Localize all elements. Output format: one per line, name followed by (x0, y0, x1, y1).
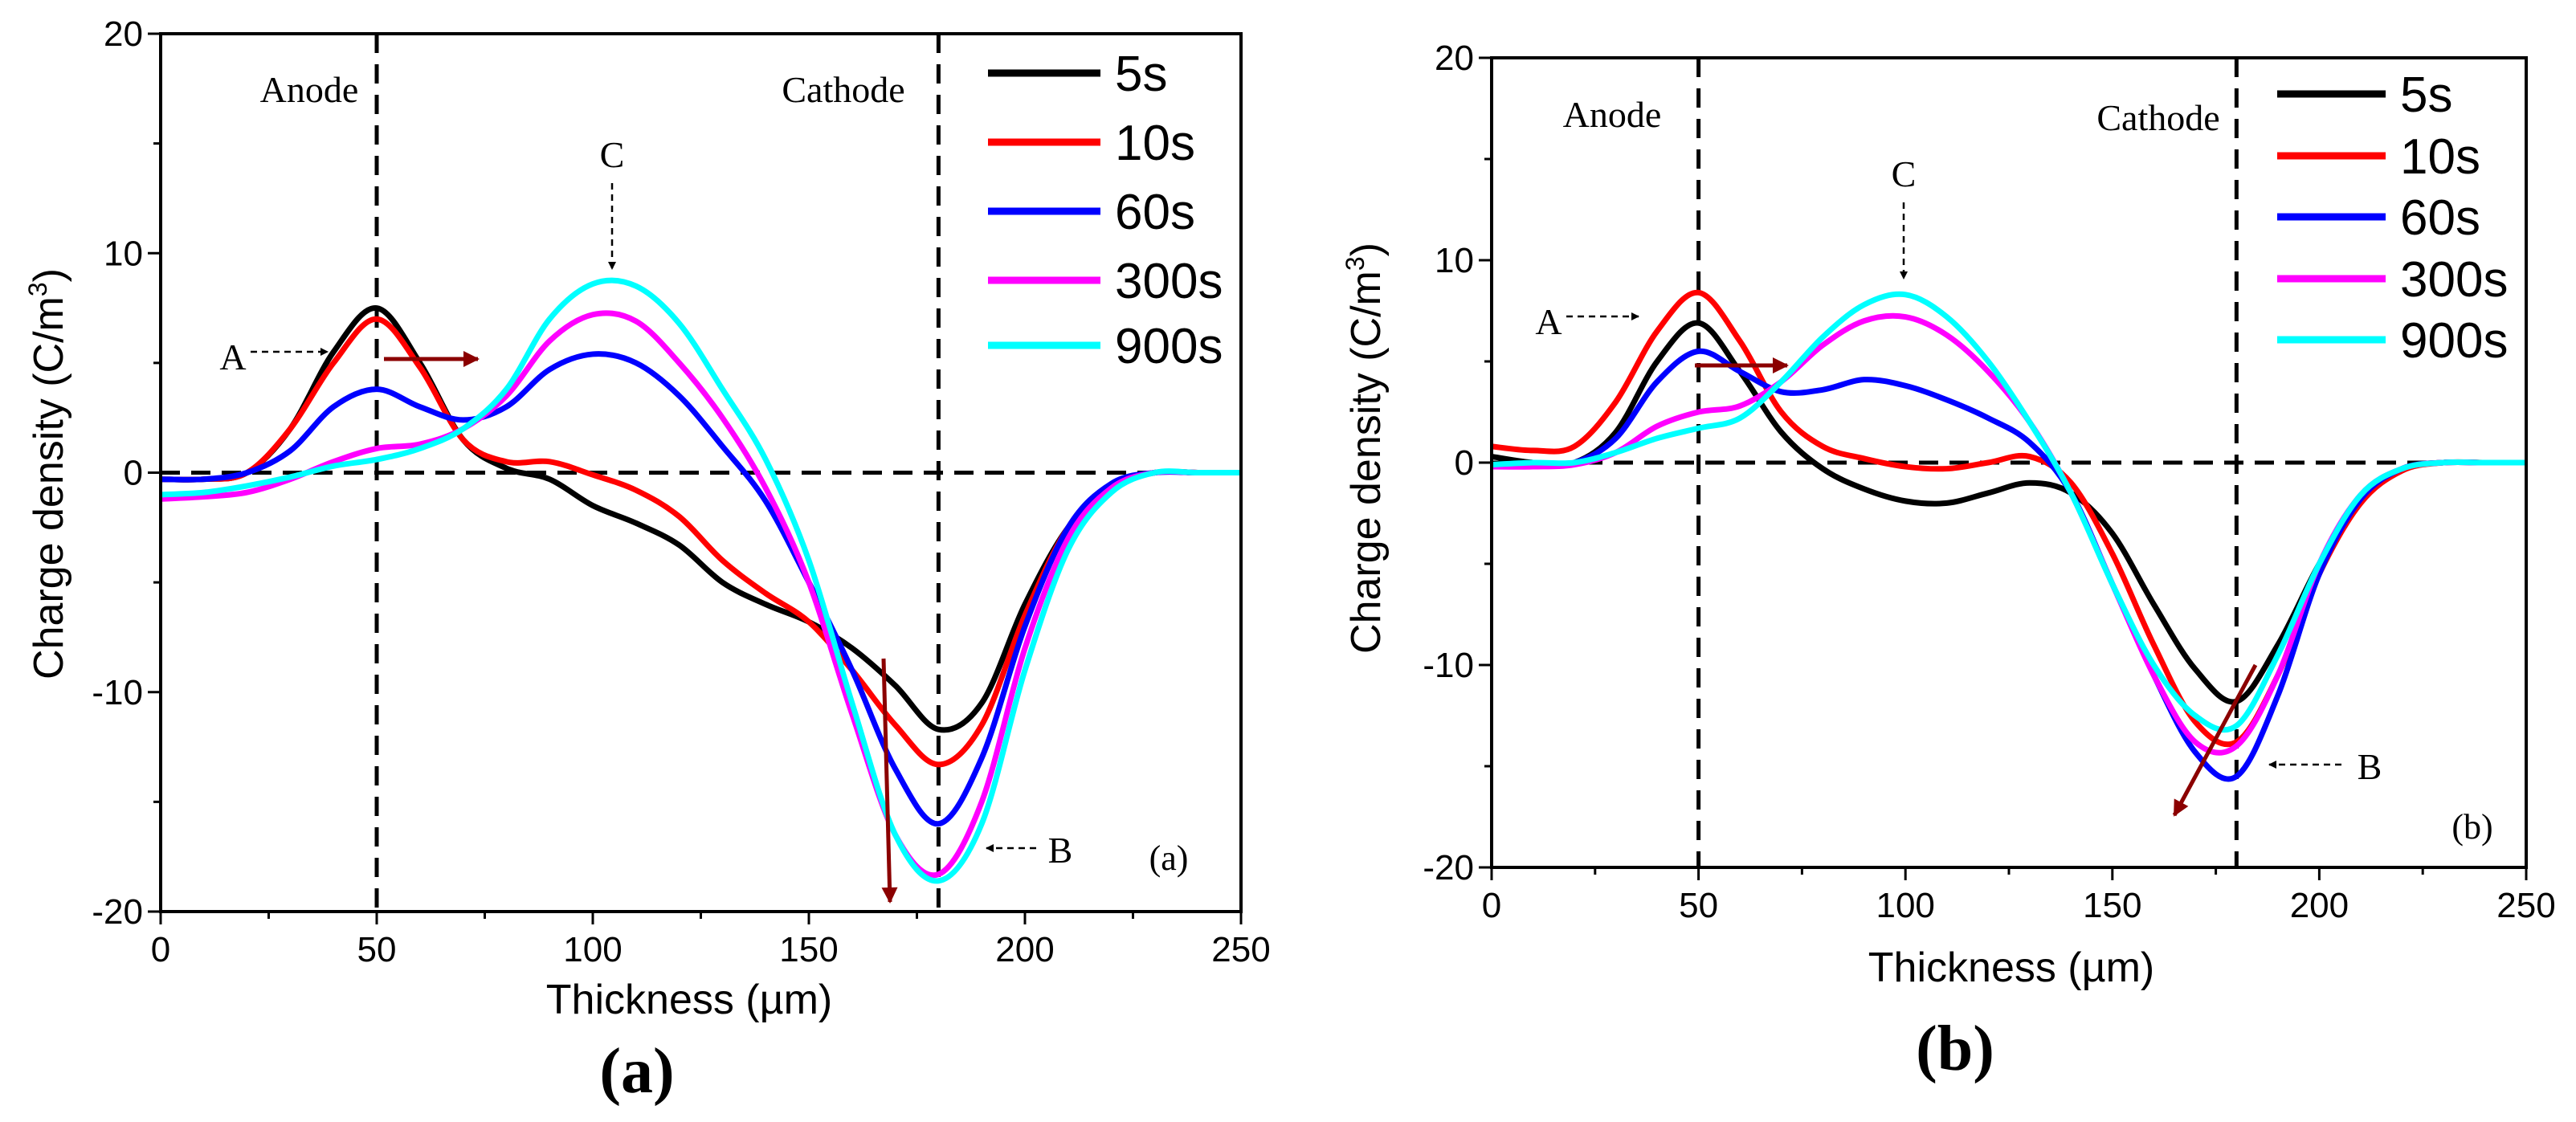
anode-label: Anode (1563, 94, 1662, 135)
x-tick-label: 200 (995, 930, 1054, 969)
peak-a-label: A (1535, 301, 1562, 342)
figure-caption: (b) (1916, 1014, 1994, 1084)
legend-label-10s: 10s (2400, 129, 2480, 185)
legend-label-900s: 900s (1115, 319, 1223, 374)
legend-label-300s: 300s (1115, 254, 1223, 309)
cathode-label: Cathode (782, 69, 904, 110)
legend-label-300s: 300s (2400, 252, 2508, 308)
anode-label: Anode (260, 69, 359, 110)
legend-label-5s: 5s (2400, 67, 2452, 123)
legend-label-900s: 900s (2400, 313, 2508, 369)
y-axis-label-end: ) (26, 268, 72, 282)
trough-trend-arrow (881, 658, 898, 904)
series-line-10s (1491, 289, 2526, 748)
x-tick-label: 0 (1482, 886, 1501, 925)
series-line-60s (160, 351, 1241, 827)
y-tick-label: -10 (1423, 646, 1474, 685)
x-tick-label: 100 (1876, 886, 1934, 925)
cathode-label: Cathode (2096, 97, 2219, 138)
peak-c-label: C (1892, 153, 1917, 194)
chart-panel-b: 0 50 100 150 200 250 -20 -10 0 10 20 Charge density… (1341, 39, 2556, 1084)
y-axis-label: Charge density (C/m3) (23, 268, 72, 679)
legend-label-60s: 60s (1115, 185, 1195, 240)
x-tick-label: 250 (2496, 886, 2555, 925)
y-tick-label: 0 (1455, 443, 1474, 483)
x-tick-label: 150 (2083, 886, 2141, 925)
x-axis-label: Thickness (µm) (546, 977, 832, 1023)
y-tick-label: 20 (104, 14, 143, 54)
peak-b-label: B (1048, 830, 1073, 871)
y-axis-label: Charge density (C/m3) (1341, 243, 1390, 654)
x-tick-label: 200 (2290, 886, 2349, 925)
peak-c-label: C (600, 134, 625, 175)
x-tick-label: 0 (151, 930, 170, 969)
y-axis-label-text: Charge density (C/m (26, 296, 72, 679)
series-line-5s (1491, 320, 2526, 705)
trough-trend-arrow (2172, 663, 2258, 817)
x-tick-label: 250 (1211, 930, 1270, 969)
x-tick-label: 150 (779, 930, 838, 969)
y-axis-label-superscript: 3 (23, 282, 52, 296)
y-axis-label-end: ) (1343, 243, 1390, 256)
y-tick-label: -20 (92, 892, 143, 932)
x-axis-label: Thickness (µm) (1868, 945, 2154, 991)
y-tick-label: -20 (1423, 848, 1474, 887)
legend-label-60s: 60s (2400, 190, 2480, 246)
figure-caption: (a) (599, 1036, 674, 1107)
x-tick-label: 100 (563, 930, 622, 969)
y-tick-label: 10 (104, 234, 143, 273)
y-tick-label: 0 (124, 454, 143, 493)
peak-b-label: B (2358, 746, 2382, 787)
y-axis-label-text: Charge density (C/m (1343, 271, 1390, 654)
y-axis-label-superscript: 3 (1341, 256, 1370, 271)
x-tick-label: 50 (1679, 886, 1718, 925)
peak-a-label: A (219, 337, 246, 377)
legend-label-5s: 5s (1115, 47, 1167, 102)
panel-label: (b) (2451, 807, 2492, 847)
series-line-300s (160, 310, 1241, 879)
chart-panel-a: 0 50 100 150 200 250 -20 -10 0 10 20 Charge density… (23, 14, 1271, 1107)
series-line-60s (1491, 348, 2526, 782)
panel-label: (a) (1149, 838, 1189, 878)
series-line-900s (1491, 291, 2526, 733)
y-tick-label: 20 (1435, 39, 1474, 78)
legend-label-10s: 10s (1115, 116, 1195, 171)
x-tick-label: 50 (357, 930, 397, 969)
y-tick-label: 10 (1435, 241, 1474, 280)
series-line-900s (160, 277, 1241, 884)
y-tick-label: -10 (92, 673, 143, 712)
